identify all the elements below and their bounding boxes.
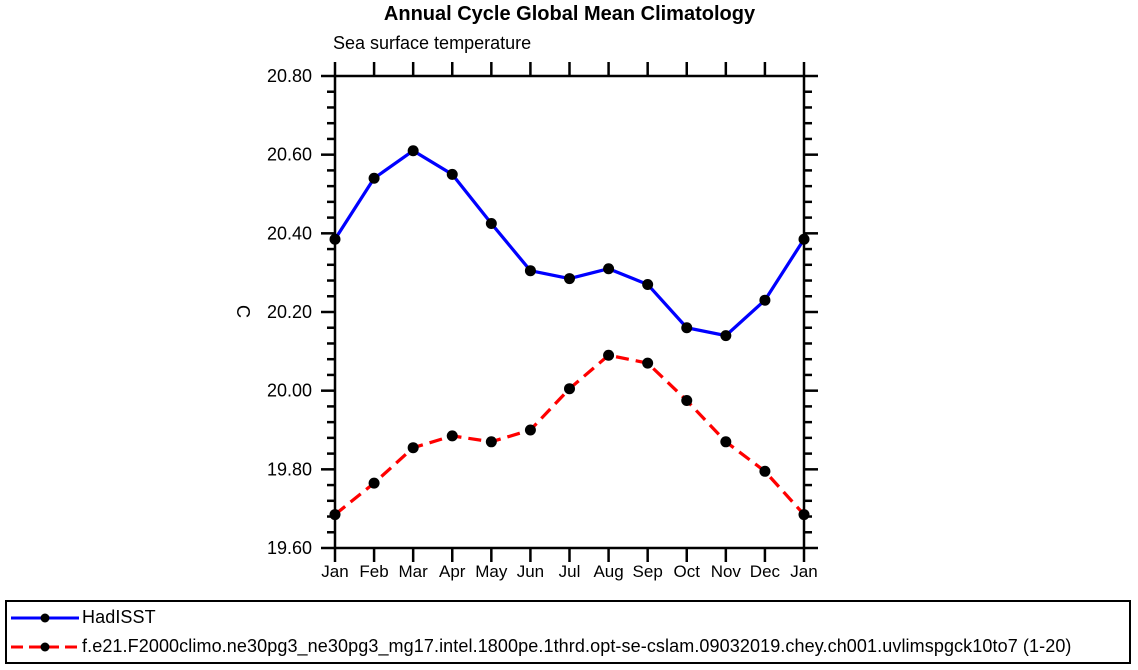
x-tick-label: Mar	[399, 562, 429, 581]
series-marker-1	[368, 477, 380, 489]
series-marker-1	[446, 430, 458, 442]
chart-title: Annual Cycle Global Mean Climatology	[383, 3, 756, 25]
series-marker-0	[329, 233, 341, 245]
series-marker-0	[485, 218, 497, 229]
legend-label-model-run: f.e21.F2000climo.ne30pg3_ne30pg3_mg17.in…	[82, 636, 1072, 656]
y-tick-label: 19.60	[267, 538, 312, 558]
series-line-0	[333, 148, 806, 338]
plot-area: 19.60 19.80 20.00 20.20 20.40 20.60 20.80 Jan Fe…	[267, 62, 818, 581]
legend-item-hadisst: HadISST	[10, 604, 1129, 632]
legend-sample-marker-1	[40, 642, 50, 651]
x-tick-label: Feb	[359, 562, 388, 581]
series-marker-0	[564, 273, 575, 285]
y-tick-label: 20.20	[267, 302, 312, 322]
series-marker-1	[798, 509, 810, 521]
series-marker-1	[642, 357, 654, 369]
x-tick-label: Aug	[593, 562, 623, 581]
series-marker-0	[642, 278, 654, 290]
x-tick-label: May	[475, 562, 508, 581]
y-tick-label: 19.80	[267, 459, 312, 479]
legend-line-sample-dashed	[11, 642, 79, 651]
y-tick-label: 20.40	[267, 223, 312, 243]
legend-item-model-run: f.e21.F2000climo.ne30pg3_ne30pg3_mg17.in…	[10, 633, 1129, 661]
series-marker-1	[759, 465, 771, 477]
x-tick-label: Apr	[439, 562, 466, 581]
series-marker-0	[681, 322, 693, 334]
series-marker-0	[368, 172, 380, 184]
series-marker-1	[681, 395, 693, 406]
series-line-1	[333, 353, 806, 516]
series-marker-1	[720, 436, 732, 448]
legend-label-hadisst: HadISST	[82, 607, 156, 627]
legend-box: HadISST f.e21.F2000climo.ne30pg3_ne30pg3…	[5, 600, 1131, 664]
series-marker-0	[759, 294, 771, 306]
series-marker-0	[446, 168, 458, 180]
y-tick-label: 20.60	[267, 145, 312, 165]
x-tick-label: Jul	[559, 562, 581, 581]
series-marker-0	[524, 265, 536, 277]
x-tick-label: Oct	[674, 562, 701, 581]
x-tick-label: Nov	[711, 562, 742, 581]
series-marker-1	[524, 424, 536, 436]
chart-subtitle: Sea surface temperature	[333, 33, 532, 53]
series-marker-1	[407, 442, 419, 454]
series-marker-0	[798, 233, 810, 245]
legend-line-sample-solid	[11, 613, 79, 622]
y-tick-label: 20.80	[267, 66, 312, 86]
x-tick-label: Sep	[633, 562, 663, 581]
x-tick-label: Jan	[790, 562, 817, 581]
x-tick-label: Dec	[750, 562, 781, 581]
x-tick-label: Jan	[321, 562, 348, 581]
legend-sample-marker-0	[40, 613, 50, 622]
series-marker-0	[407, 145, 419, 157]
plot-frame	[333, 74, 806, 550]
series-marker-1	[485, 436, 497, 448]
series-marker-1	[603, 349, 615, 361]
series-marker-0	[603, 263, 615, 275]
series-marker-1	[564, 383, 575, 395]
series-marker-1	[329, 509, 341, 521]
x-tick-label: Jun	[517, 562, 544, 581]
y-tick-label: 20.00	[267, 381, 312, 401]
series-marker-0	[720, 330, 732, 342]
